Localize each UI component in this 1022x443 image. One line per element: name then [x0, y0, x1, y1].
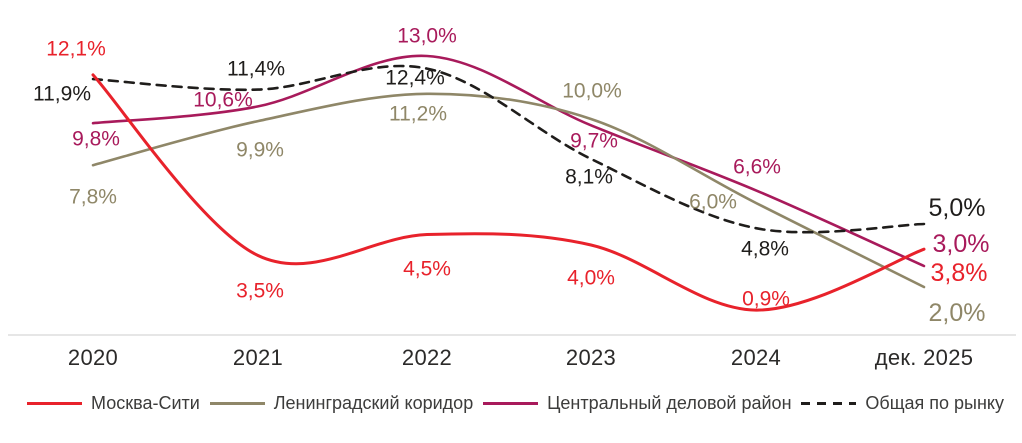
value-label-series3-point5: 5,0% — [929, 194, 986, 222]
value-label-series0-point1: 3,5% — [236, 279, 284, 302]
legend: Москва-Сити Ленинградский коридор Центра… — [0, 391, 1022, 415]
value-label-series1-point5: 2,0% — [929, 299, 986, 327]
legend-label-moskva-city: Москва-Сити — [91, 392, 200, 413]
value-label-series3-point3: 8,1% — [565, 165, 613, 188]
x-tick-dec-2025: дек. 2025 — [874, 345, 974, 370]
legend-item-overall-market: Общая по рынку — [801, 393, 1004, 414]
legend-swatch-overall-market — [801, 401, 857, 405]
value-label-series2-point1: 10,6% — [193, 88, 253, 111]
value-label-series2-point4: 6,6% — [733, 155, 781, 178]
legend-swatch-moskva-city — [27, 401, 82, 405]
series-line-0 — [91, 73, 926, 312]
value-label-series0-point5: 3,8% — [931, 259, 988, 287]
x-axis: 2020 2021 2022 2023 2024 дек. 2025 — [0, 345, 1022, 371]
value-label-series3-point0: 11,9% — [33, 82, 91, 105]
legend-item-moskva-city: Москва-Сити — [27, 393, 200, 414]
series-line-3 — [91, 64, 926, 234]
x-tick-2024: 2024 — [730, 345, 782, 370]
x-tick-2020: 2020 — [67, 345, 119, 370]
value-label-series2-point2: 13,0% — [397, 24, 457, 47]
value-label-series1-point3: 10,0% — [562, 79, 622, 102]
legend-label-overall-market: Общая по рынку — [865, 392, 1004, 413]
value-label-series0-point3: 4,0% — [567, 266, 615, 289]
value-label-series1-point4: 6,0% — [689, 190, 737, 213]
value-label-series1-point1: 9,9% — [236, 138, 284, 161]
legend-label-leningradsky-corridor: Ленинградский коридор — [273, 392, 474, 413]
series-line-2 — [91, 54, 926, 268]
legend-swatch-central-business-district — [483, 401, 539, 405]
value-label-series1-point2: 11,2% — [389, 102, 447, 125]
value-label-series2-point3: 9,7% — [570, 129, 618, 152]
value-label-series1-point0: 7,8% — [69, 185, 117, 208]
legend-item-central-business-district: Центральный деловой район — [483, 392, 792, 414]
legend-item-leningradsky-corridor: Ленинградский коридор — [209, 392, 474, 414]
value-label-series3-point2: 12,4% — [385, 66, 445, 89]
series-line-1 — [91, 92, 926, 289]
x-tick-2021: 2021 — [232, 345, 284, 370]
x-tick-2023: 2023 — [565, 345, 617, 370]
legend-swatch-leningradsky-corridor — [209, 401, 265, 405]
x-tick-2022: 2022 — [401, 345, 453, 370]
legend-label-central-business-district: Центральный деловой район — [547, 392, 792, 413]
chart-plot-area: 12,1% 3,5% 4,5% 4,0% 0,9% 3,8% 7,8% 9,9% 11,2% 10… — [8, 24, 1016, 336]
value-label-series0-point2: 4,5% — [403, 257, 451, 280]
value-label-series2-point0: 9,8% — [72, 127, 120, 150]
value-label-series3-point1: 11,4% — [227, 57, 285, 80]
value-label-series3-point4: 4,8% — [741, 237, 789, 260]
value-label-series0-point0: 12,1% — [46, 37, 106, 60]
value-label-series0-point4: 0,9% — [742, 287, 790, 310]
value-label-series2-point5: 3,0% — [933, 230, 990, 258]
